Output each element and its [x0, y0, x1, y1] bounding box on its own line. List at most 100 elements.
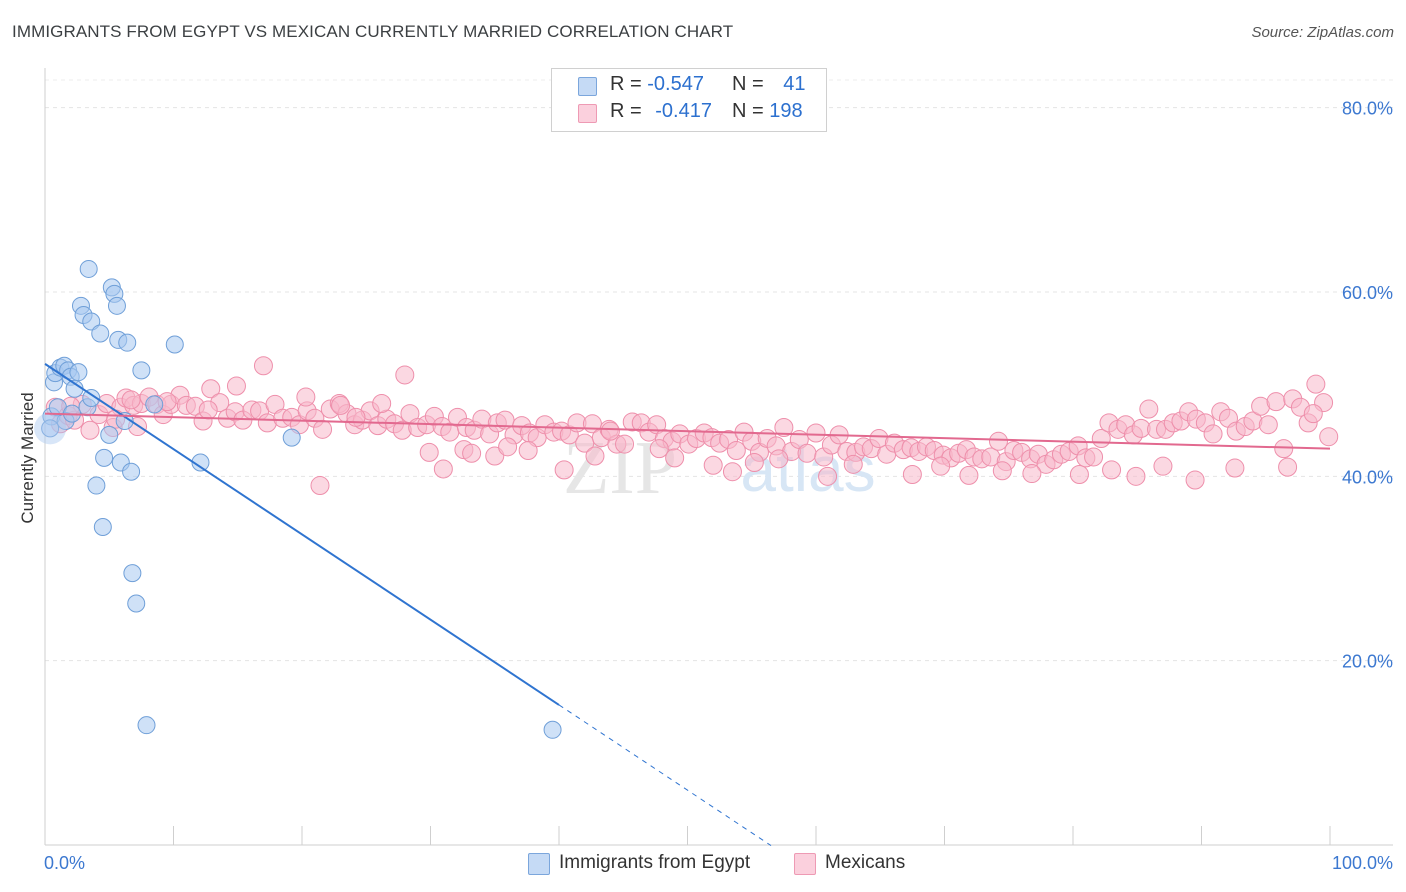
legend-r-label: R =: [610, 73, 642, 95]
data-point: [93, 518, 112, 537]
axes: [44, 68, 1393, 846]
data-point: [87, 476, 106, 495]
data-point: [1153, 456, 1173, 476]
data-point: [346, 407, 366, 427]
data-point: [1102, 460, 1122, 480]
data-point: [1084, 447, 1104, 467]
data-point: [282, 428, 301, 447]
data-point: [774, 417, 794, 437]
data-point: [137, 716, 156, 735]
data-point: [419, 442, 439, 462]
data-point: [253, 356, 273, 376]
x-tick-label: 0.0%: [44, 853, 85, 873]
data-point: [649, 439, 669, 459]
data-point: [600, 421, 620, 441]
chart-title: IMMIGRANTS FROM EGYPT VS MEXICAN CURRENT…: [12, 22, 734, 41]
legend-r-value: -0.417: [655, 100, 712, 122]
data-point: [372, 394, 392, 414]
data-point-large: [34, 412, 67, 445]
data-point: [107, 296, 126, 315]
mexicans-points: [45, 356, 1339, 496]
data-point: [41, 419, 60, 438]
y-tick-label: 20.0%: [1342, 652, 1393, 672]
data-point: [615, 434, 635, 454]
data-point: [797, 443, 817, 463]
data-point: [722, 462, 742, 482]
trendline-extension: [558, 704, 772, 846]
y-tick-label: 80.0%: [1342, 99, 1393, 119]
data-point: [313, 419, 333, 439]
data-point: [82, 388, 101, 407]
legend-label-egypt: Immigrants from Egypt: [559, 852, 751, 873]
legend-row-egypt: R = -0.547 N = 41: [552, 73, 826, 99]
data-point: [95, 448, 114, 467]
data-point: [1203, 424, 1223, 444]
data-point: [121, 390, 141, 410]
data-point: [518, 441, 538, 461]
data-point: [992, 461, 1012, 481]
trendline: [44, 363, 560, 706]
data-point: [1185, 470, 1205, 490]
data-point: [462, 443, 482, 463]
data-point: [1069, 464, 1089, 484]
grid-lines: [45, 79, 1393, 662]
data-point: [201, 379, 221, 399]
legend-row-mexicans: R = -0.417 N = 198: [552, 100, 826, 126]
data-point: [198, 400, 218, 420]
legend-swatch-egypt: [528, 853, 550, 875]
data-point: [665, 448, 685, 468]
data-point: [1303, 404, 1323, 424]
data-point: [165, 335, 184, 354]
egypt-points: [34, 259, 562, 739]
data-point: [433, 459, 453, 479]
data-point: [100, 425, 119, 444]
data-point: [82, 312, 101, 331]
data-point: [123, 564, 142, 583]
data-point: [726, 441, 746, 461]
legend-swatch-egypt: [578, 77, 597, 96]
data-point: [1126, 466, 1146, 486]
trendlines: [44, 363, 1331, 846]
data-point: [1225, 458, 1245, 478]
data-point: [1278, 457, 1298, 477]
data-point: [959, 465, 979, 485]
data-point: [1266, 392, 1286, 412]
correlation-legend: R = -0.547 N = 41 R = -0.417 N = 198: [551, 68, 827, 132]
data-point: [310, 476, 330, 496]
data-point: [1274, 439, 1294, 459]
data-point: [127, 594, 146, 613]
data-point: [1306, 374, 1326, 394]
data-point: [226, 376, 246, 396]
legend-label-mexicans: Mexicans: [825, 852, 906, 873]
data-point: [585, 446, 605, 466]
data-point: [1258, 415, 1278, 435]
y-axis-label: Currently Married: [18, 392, 37, 523]
legend-swatch-mexicans: [794, 853, 816, 875]
legend-n-label: N =: [732, 100, 764, 122]
data-point: [69, 363, 88, 382]
data-point: [703, 455, 723, 475]
data-point: [122, 462, 141, 481]
data-point: [744, 453, 764, 472]
data-point: [498, 437, 518, 457]
data-point: [769, 449, 789, 469]
data-point: [806, 423, 826, 443]
data-point: [91, 324, 110, 343]
trendline: [44, 412, 1331, 450]
data-point: [331, 395, 351, 415]
data-point: [931, 456, 951, 476]
x-tick-label: 100.0%: [1332, 853, 1393, 873]
data-point: [395, 365, 415, 385]
legend-r-value: -0.547: [647, 73, 704, 95]
legend-n-value: 198: [769, 100, 803, 122]
data-point: [132, 361, 151, 380]
data-point: [988, 431, 1008, 451]
legend-swatch-mexicans: [578, 104, 597, 123]
data-point: [554, 460, 574, 480]
data-point: [145, 395, 164, 414]
y-tick-label: 40.0%: [1342, 467, 1393, 487]
tick-labels: 20.0% 40.0% 60.0% 80.0% 0.0% 100.0%: [44, 99, 1393, 873]
data-point: [1022, 464, 1042, 484]
data-point: [118, 333, 137, 352]
